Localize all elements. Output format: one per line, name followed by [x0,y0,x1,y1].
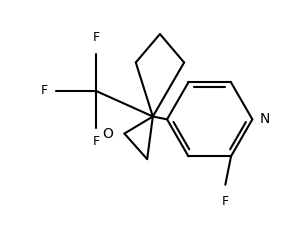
Text: F: F [222,195,229,208]
Text: N: N [260,112,270,126]
Text: F: F [92,31,100,44]
Text: F: F [92,135,100,148]
Text: F: F [40,84,48,97]
Text: O: O [102,127,113,140]
